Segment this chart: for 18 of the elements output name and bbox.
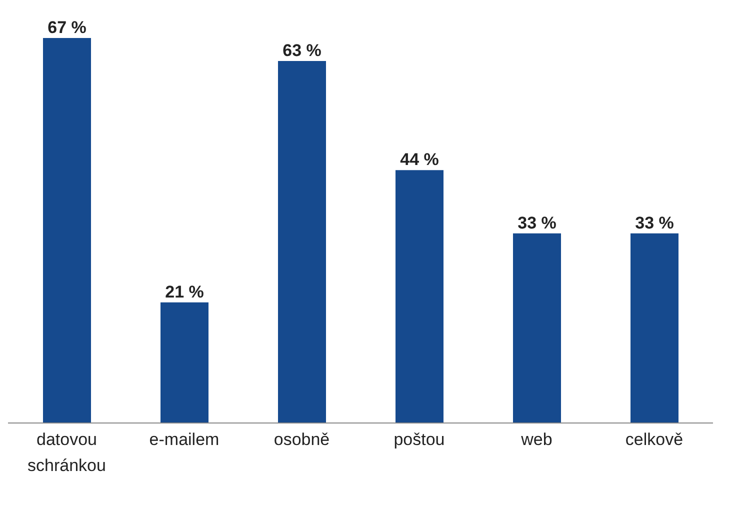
x-tick-label: e-mailem	[149, 430, 220, 449]
bar	[278, 60, 326, 423]
data-label: 44 %	[400, 150, 439, 170]
data-label: 33 %	[518, 213, 556, 232]
x-tick-label: celkově	[625, 430, 684, 449]
bar	[160, 302, 208, 423]
bar	[630, 233, 678, 423]
bar	[396, 170, 444, 423]
x-tick-label: datovou schránkou	[28, 430, 106, 475]
data-label: 21 %	[165, 282, 204, 302]
data-label: 63 %	[282, 40, 322, 60]
x-tick-label: poštou	[394, 430, 445, 449]
x-tick-label: web	[520, 430, 552, 449]
bar	[513, 233, 561, 423]
data-label: 33 %	[635, 213, 674, 232]
bar	[43, 38, 91, 423]
x-tick-label: osobně	[274, 430, 330, 449]
data-label: 67 %	[48, 18, 86, 37]
